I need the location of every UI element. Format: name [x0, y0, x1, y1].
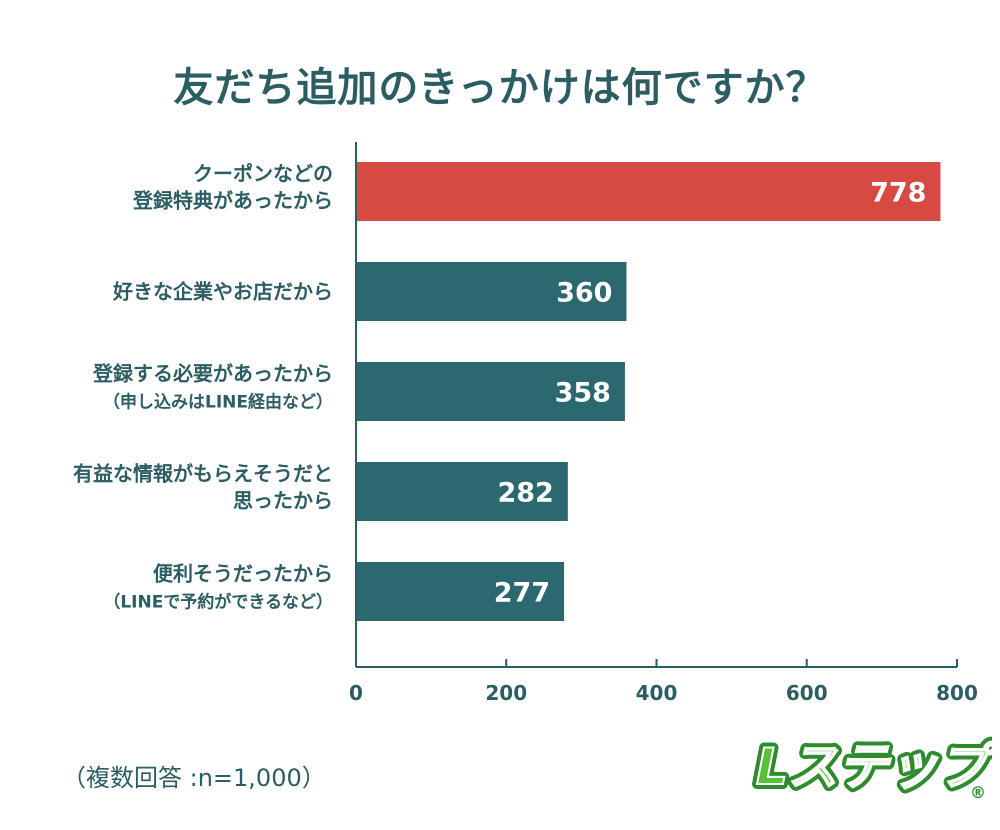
bar-3 [356, 462, 568, 521]
bar-0 [356, 162, 941, 221]
category-label-3-line-0: 有益な情報がもらえそうだと [73, 462, 333, 486]
category-label-0-line-0: クーポンなどの [193, 162, 333, 186]
x-tick-label-1: 200 [485, 681, 527, 705]
x-tick-label-0: 0 [349, 681, 363, 705]
bar-1 [356, 262, 627, 321]
chart-title: 友だち追加のきっかけは何ですか？ [173, 65, 827, 111]
sample-size-note: （複数回答 :n=1,000） [62, 764, 326, 792]
logo-text: Lステップ [756, 738, 992, 796]
category-label-0-line-1: 登録特典があったから [132, 189, 333, 213]
value-label-0: 778 [870, 178, 926, 209]
x-tick-label-3: 600 [786, 681, 828, 705]
value-label-2: 358 [555, 378, 611, 409]
registered-mark: ® [970, 783, 986, 802]
value-label-1: 360 [556, 278, 612, 309]
category-label-4-line-0: 便利そうだったから [153, 562, 333, 586]
value-label-4: 277 [494, 578, 550, 609]
category-label-1: 好きな企業やお店だから [112, 280, 333, 304]
lstep-logo: Lステップ Lステップ ® [752, 733, 992, 802]
bar-2 [356, 362, 625, 421]
x-tick-label-4: 800 [936, 681, 978, 705]
category-label-2-line-1: （申し込みはLINE経由など） [103, 392, 333, 413]
logo-outline: Lステップ [756, 738, 992, 796]
category-label-3-line-1: 思ったから [233, 489, 333, 513]
category-label-2-line-0: 登録する必要があったから [92, 362, 333, 386]
category-label-4-line-1: （LINEで予約ができるなど） [103, 592, 333, 613]
x-tick-label-2: 400 [636, 681, 678, 705]
bar-4 [356, 562, 565, 621]
value-label-3: 282 [497, 478, 553, 509]
